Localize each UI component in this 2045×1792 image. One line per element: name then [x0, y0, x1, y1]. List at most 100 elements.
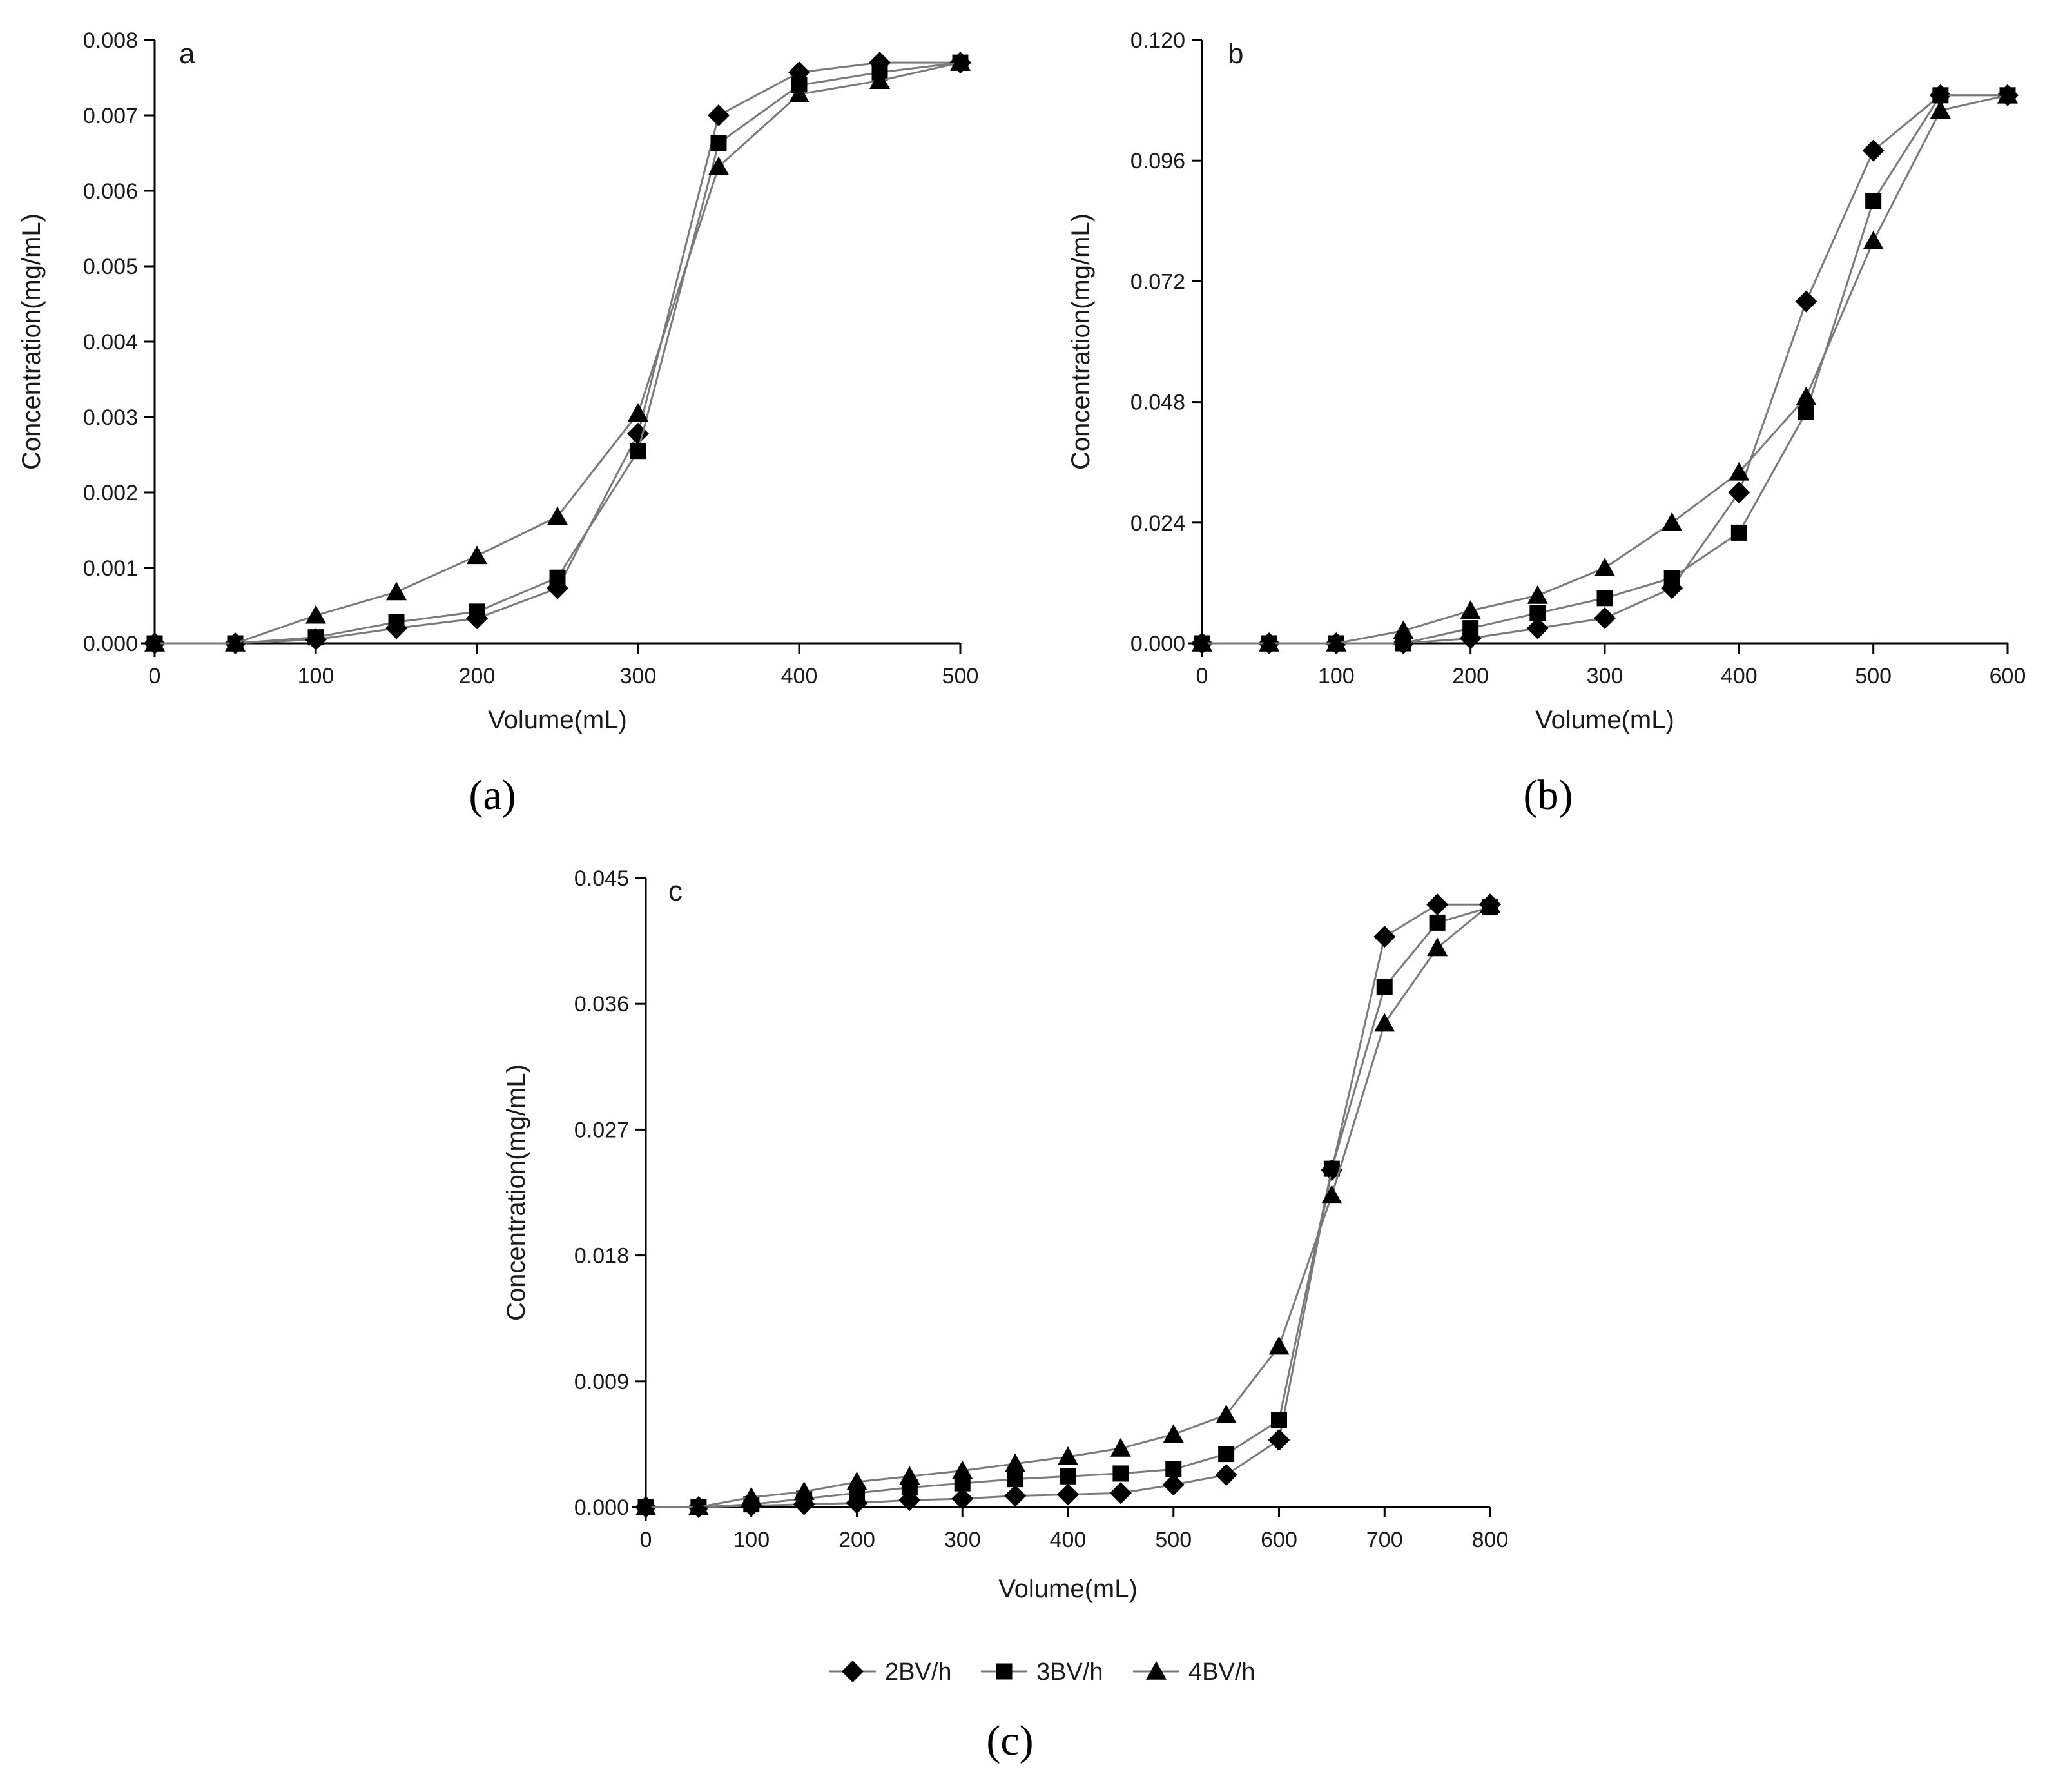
x-tick-label: 200	[838, 1528, 875, 1552]
data-point	[1109, 1482, 1132, 1505]
data-point	[1112, 1465, 1129, 1482]
x-tick-label: 100	[733, 1528, 770, 1552]
data-point	[1796, 386, 1817, 405]
caption-c: (c)	[986, 1717, 1033, 1764]
x-tick-label: 300	[1587, 664, 1623, 688]
series-3BV/h	[637, 899, 1498, 1515]
legend-entry: 4BV/h	[1133, 1659, 1255, 1686]
chart-panel-b: 0.000 0.024 0.048 0.072 0.096 0.120 0 100 200 300…	[1067, 28, 2026, 734]
x-tick-label: 100	[1318, 664, 1355, 688]
series-2BV/h	[144, 52, 971, 654]
data-point	[846, 1471, 867, 1490]
data-point	[1728, 482, 1750, 503]
y-tick-label: 0.008	[83, 28, 138, 53]
legend-label: 2BV/h	[885, 1659, 952, 1686]
data-point	[1729, 462, 1750, 481]
x-axis-title: Volume(mL)	[488, 706, 627, 734]
series-line	[155, 61, 961, 645]
x-tick-label: 500	[942, 664, 979, 688]
data-point	[951, 1487, 974, 1510]
caption-a: (a)	[469, 772, 516, 819]
data-point	[1268, 1428, 1290, 1451]
y-tick-label: 0.048	[1130, 391, 1185, 415]
series-line	[155, 61, 960, 645]
series-3BV/h	[146, 54, 969, 652]
x-tick-label: 500	[1155, 1528, 1192, 1552]
data-point	[1529, 605, 1546, 621]
data-point	[793, 1481, 815, 1500]
x-tick-label: 200	[459, 664, 496, 688]
data-point	[1663, 570, 1680, 587]
y-tick-label: 0.003	[83, 405, 138, 430]
series-line	[646, 906, 1491, 1508]
legend-label: 3BV/h	[1036, 1659, 1103, 1686]
x-tick-label: 400	[781, 664, 818, 688]
data-point	[710, 135, 727, 151]
y-tick-label: 0.000	[83, 632, 138, 656]
data-point	[741, 1486, 762, 1506]
x-tick-label: 100	[298, 664, 334, 688]
data-point	[547, 506, 568, 525]
y-tick-label: 0.027	[574, 1118, 629, 1142]
data-point	[1218, 1446, 1235, 1463]
x-tick-label: 400	[1721, 664, 1758, 688]
series-line	[155, 61, 961, 645]
legend-entry: 3BV/h	[981, 1659, 1103, 1686]
data-point	[1004, 1485, 1027, 1507]
data-point	[708, 156, 729, 175]
y-tick-label: 0.000	[1130, 632, 1185, 656]
data-point	[467, 545, 487, 565]
data-point	[688, 1497, 709, 1515]
data-point	[628, 403, 648, 422]
data-point	[1480, 894, 1500, 913]
data-point	[1163, 1424, 1184, 1443]
data-point	[1321, 1185, 1342, 1204]
data-point	[950, 52, 971, 71]
data-point	[1862, 139, 1885, 162]
x-tick-label: 400	[1050, 1528, 1087, 1552]
y-axis-title: Concentration(mg/mL)	[502, 1064, 530, 1321]
data-point	[1526, 617, 1549, 639]
data-point	[1259, 633, 1280, 652]
data-point	[1376, 979, 1393, 995]
data-point	[1460, 600, 1481, 619]
y-axis-title: Concentration(mg/mL)	[17, 213, 46, 470]
y-tick-label: 0.006	[83, 179, 138, 204]
data-point	[1165, 1461, 1182, 1477]
legend-marker-square-icon	[996, 1663, 1013, 1680]
data-point	[1373, 926, 1396, 948]
data-point	[1323, 1160, 1340, 1177]
legend-label: 4BV/h	[1188, 1659, 1255, 1686]
panel-letter: a	[179, 38, 195, 70]
data-point	[1058, 1446, 1078, 1465]
data-point	[386, 581, 407, 601]
data-point	[1596, 590, 1613, 607]
data-point	[630, 443, 646, 460]
y-tick-label: 0.120	[1130, 28, 1185, 53]
data-point	[225, 633, 246, 652]
chart-panel-a: 0.000 0.001 0.002 0.003 0.004 0.005 0.006 0.007…	[17, 28, 978, 734]
x-axis-title: Volume(mL)	[1535, 706, 1674, 734]
y-tick-label: 0.000	[574, 1495, 629, 1520]
data-point	[1374, 1013, 1395, 1032]
data-point	[1997, 84, 2018, 104]
data-point	[1326, 633, 1347, 652]
data-point	[549, 569, 566, 586]
data-point	[1216, 1404, 1237, 1423]
data-point	[307, 629, 324, 646]
y-tick-label: 0.024	[1130, 511, 1185, 536]
data-point	[1393, 620, 1414, 639]
data-point	[1527, 585, 1548, 604]
data-point	[1162, 1474, 1185, 1496]
data-point	[708, 104, 730, 126]
legend-marker-triangle-icon	[1146, 1661, 1167, 1680]
data-point	[1930, 100, 1951, 119]
y-tick-label: 0.045	[574, 866, 629, 891]
data-point	[869, 70, 890, 89]
x-tick-label: 0	[1196, 664, 1208, 688]
y-tick-label: 0.007	[83, 104, 138, 128]
data-point	[1192, 633, 1212, 652]
data-point	[1427, 937, 1448, 957]
series-4BV/h	[1192, 84, 2018, 652]
data-point	[1429, 914, 1446, 931]
